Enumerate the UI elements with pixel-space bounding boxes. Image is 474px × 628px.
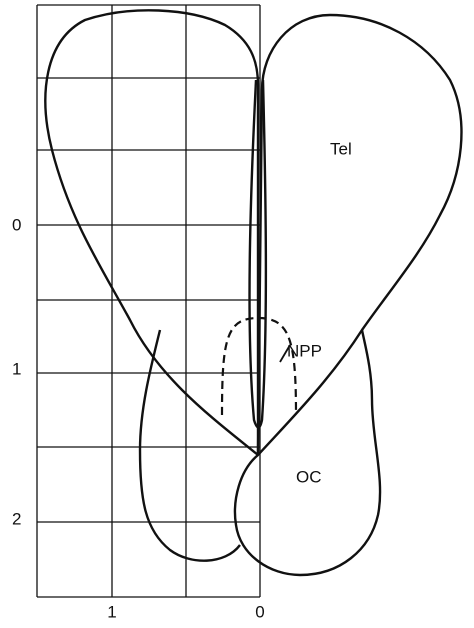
- label-tel: Tel: [330, 139, 352, 158]
- telencephalon: [258, 15, 461, 455]
- left-axis-label: 2: [12, 509, 21, 528]
- label-oc: OC: [296, 467, 322, 486]
- bottom-axis-label: 1: [107, 602, 116, 621]
- page: Tel NPP OC 0 1 2 1 0 (() => { const data…: [0, 0, 474, 628]
- grid: [37, 5, 260, 597]
- left-lobe: [45, 10, 258, 455]
- label-npp: NPP: [287, 341, 322, 360]
- diagram: Tel NPP OC 0 1 2 1 0: [0, 0, 474, 628]
- left-axis-label: 1: [12, 359, 21, 378]
- lower-left-lobe: [140, 330, 240, 561]
- left-axis-label: 0: [12, 215, 21, 234]
- bottom-axis-label: 0: [255, 602, 264, 621]
